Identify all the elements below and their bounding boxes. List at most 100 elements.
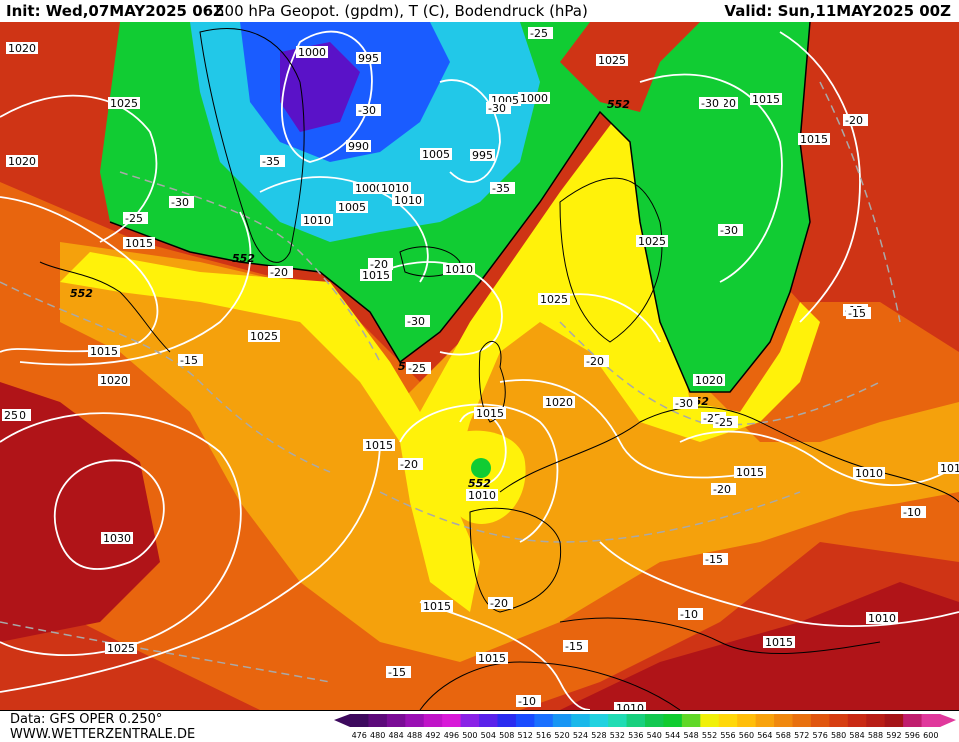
pressure-label: 1025	[538, 293, 570, 306]
temperature-label-bg	[718, 224, 743, 236]
pressure-label-text: 1025	[540, 293, 568, 306]
pressure-label-bg	[248, 330, 280, 342]
temperature-label: 25	[2, 409, 20, 422]
pressure-label-text: 1015	[765, 636, 793, 649]
temperature-label: -15	[703, 553, 728, 566]
pressure-label: 1025	[108, 97, 140, 110]
pressure-label-text: 1010	[468, 489, 496, 502]
temperature-label-text: -25	[408, 362, 426, 375]
pressure-label: 995	[470, 149, 495, 162]
temperature-label-bg	[123, 212, 148, 224]
pressure-label-text: 1025	[107, 642, 135, 655]
temperature-label: -30	[169, 196, 194, 209]
temperature-label-text: -30	[488, 102, 506, 115]
temperature-label-bg	[846, 307, 871, 319]
temperature-label-bg	[678, 608, 703, 620]
pressure-label-bg	[336, 201, 368, 213]
temperature-label-text: -30	[720, 224, 738, 237]
colorbar-swatch	[460, 714, 480, 727]
colorbar-arrow-left	[334, 714, 350, 727]
colorbar-swatch	[884, 714, 904, 727]
colorbar-swatch	[589, 714, 609, 727]
pressure-label: 1010	[301, 214, 333, 227]
pressure-label-text: 1010	[855, 467, 883, 480]
temperature-label-text: -25	[530, 27, 548, 40]
colorbar-tick-label: 552	[702, 731, 717, 740]
temperature-label-bg	[584, 355, 609, 367]
pressure-label-bg	[543, 396, 575, 408]
pressure-label: 1000	[296, 46, 328, 59]
pressure-label-bg	[346, 140, 371, 152]
temperature-label: -15	[178, 354, 203, 367]
colorbar-swatch	[552, 714, 572, 727]
pressure-label: 1010	[466, 489, 498, 502]
iberia-coast	[469, 507, 562, 613]
colorbar-swatch	[386, 714, 406, 727]
pressure-label-bg	[88, 345, 120, 357]
temperature-label: -15	[386, 666, 411, 679]
pressure-label-text: 1000	[298, 46, 326, 59]
temperature-label-text: -15	[848, 307, 866, 320]
colorbar-tick-label: 496	[444, 731, 459, 740]
colorbar-arrow-right	[940, 714, 956, 727]
temperature-label-bg	[843, 114, 868, 126]
temperature-label-text: -20	[370, 258, 388, 271]
pressure-label-bg	[636, 235, 668, 247]
labrador-coast	[39, 261, 171, 353]
field-green-biscay-core	[471, 458, 491, 478]
pressure-label-text: 1020	[100, 374, 128, 387]
pressure-label-text: 1015	[476, 407, 504, 420]
colorbar-tick-label: 488	[407, 731, 422, 740]
temperature-label-text: -15	[388, 666, 406, 679]
contour-552	[109, 22, 811, 393]
temperature-label: -25	[123, 212, 148, 225]
temperature-label-bg	[169, 196, 194, 208]
pressure-label-text: 1015	[423, 600, 451, 613]
weather-map: 552 552 552 552 552 552 1020102510251020…	[0, 22, 959, 711]
pressure-label-bg	[538, 293, 570, 305]
temperature-label: -20	[584, 355, 609, 368]
chart-header: Init: Wed,07MAY2025 06Z 500 hPa Geopot. …	[0, 0, 959, 23]
pressure-label-bg	[353, 182, 385, 194]
temperature-label: -30	[356, 104, 381, 117]
pressure-label-text: 995	[472, 149, 493, 162]
pressure-label: 1020	[98, 374, 130, 387]
pressure-label-bg	[363, 439, 395, 451]
chart-title: 500 hPa Geopot. (gpdm), T (C), Bodendruc…	[215, 2, 588, 20]
color-scale-bar: 476 480 484 488 492 496 500 504 508 512 516 520 524 5…	[334, 714, 956, 740]
colorbar-swatch	[405, 714, 425, 727]
pressure-label: 1025	[105, 642, 137, 655]
pressure-label: 1015	[360, 269, 392, 282]
temperature-label-text: 25	[4, 409, 18, 422]
mainland-coast	[499, 406, 959, 503]
colorbar-swatch	[921, 714, 941, 727]
valid-time-label: Valid: Sun,11MAY2025 00Z	[724, 2, 951, 20]
pressure-label: 1025	[248, 330, 280, 343]
temperature-label-text: -30	[171, 196, 189, 209]
pressure-label-bg	[421, 600, 453, 612]
pressure-label-text: 990	[348, 140, 369, 153]
pressure-label-bg	[866, 612, 898, 624]
temperature-label: -25	[528, 27, 553, 40]
temperature-label-text: -10	[903, 506, 921, 519]
pressure-label-bg	[466, 489, 498, 501]
pressure-label: 990	[346, 140, 371, 153]
pressure-label-bg	[476, 652, 508, 664]
colorbar-tick-label: 492	[425, 731, 440, 740]
temperature-label: -20	[843, 114, 868, 127]
temperature-label-text: -25	[125, 212, 143, 225]
colorbar-swatch	[571, 714, 591, 727]
temperature-label-bg	[406, 362, 431, 374]
pressure-label-text: 1000	[520, 92, 548, 105]
colorbar-tick-label: 600	[923, 731, 938, 740]
pressure-label-bg	[518, 92, 550, 104]
pressure-label-bg	[6, 42, 38, 54]
geo-label: 552	[70, 287, 93, 300]
pressure-label-bg	[123, 237, 155, 249]
pressure-label-bg	[98, 374, 130, 386]
temperature-label-bg	[490, 182, 515, 194]
colorbar-swatch	[608, 714, 628, 727]
pressure-label-bg	[105, 642, 137, 654]
temperature-label: -30	[673, 397, 698, 410]
pressure-label-text: 1015	[362, 269, 390, 282]
